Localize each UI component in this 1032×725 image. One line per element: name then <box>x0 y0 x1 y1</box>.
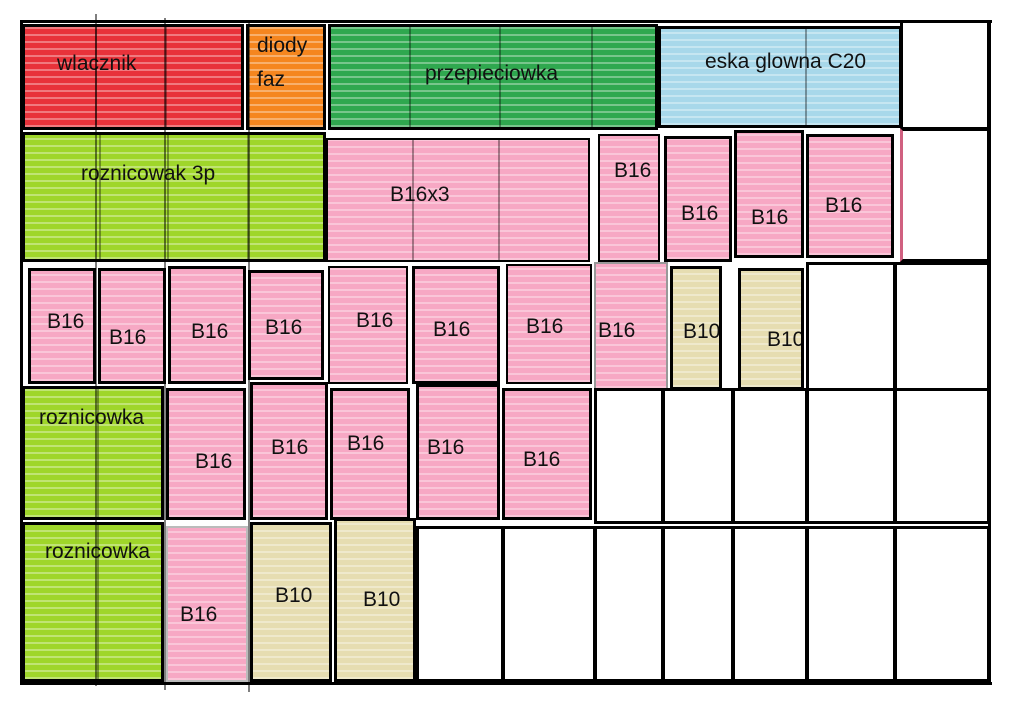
breaker-b16: B16 <box>168 266 246 384</box>
breaker-b16-label: B16 <box>681 202 719 225</box>
main-switch-module: wlacznik <box>22 24 244 130</box>
rcd-label: roznicowka <box>39 406 145 429</box>
breaker-b16: B16 <box>248 270 324 380</box>
main-breaker-module: eska glowna C20 <box>658 26 902 128</box>
empty-slot <box>894 262 990 392</box>
grid-line <box>164 18 166 690</box>
breaker-b16: B16 <box>166 526 248 682</box>
breaker-b10: B10 <box>250 522 332 682</box>
empty-slot <box>894 526 990 682</box>
rcd-module: roznicowka <box>22 522 164 682</box>
empty-slot <box>806 526 896 682</box>
breaker-b16: B16 <box>502 388 592 520</box>
empty-slot <box>662 388 734 524</box>
breaker-b16-label: B16 <box>427 436 465 459</box>
breaker-b10-label: B10 <box>363 588 401 611</box>
grid-line <box>248 20 250 692</box>
breaker-b10-label: B10 <box>767 328 804 351</box>
breaker-b16-label: B16 <box>433 318 471 341</box>
rcd-module: roznicowka <box>22 386 164 520</box>
breaker-b16: B16 <box>328 266 408 384</box>
breaker-b16: B16 <box>506 264 592 384</box>
empty-slot <box>894 388 990 524</box>
breaker-b16-label: B16 <box>191 320 229 343</box>
empty-slot <box>900 20 990 130</box>
breaker-b16-label: B16 <box>109 326 147 349</box>
breaker-b10: B10 <box>334 518 416 682</box>
breaker-b10-label: B10 <box>275 584 313 607</box>
breaker-b16-label: B16 <box>271 436 309 459</box>
grid-line <box>20 682 992 685</box>
breaker-b16x3-label: B16x3 <box>390 183 450 206</box>
breaker-b16-label: B16 <box>614 159 652 182</box>
breaker-b16: B16 <box>166 388 246 520</box>
phase-leds-label-line1: diody <box>257 34 308 57</box>
breaker-b16-label: B16 <box>526 315 564 338</box>
breaker-b16: B16 <box>734 130 804 258</box>
breaker-b16-label: B16 <box>47 310 85 333</box>
rcd-3p-label: roznicowak 3p <box>81 162 216 185</box>
rcd-label: roznicowka <box>45 540 151 563</box>
breaker-b16: B16 <box>664 136 732 262</box>
breaker-b16-label: B16 <box>265 316 303 339</box>
phase-leds-label-line2: faz <box>257 68 286 91</box>
breaker-b16: B16 <box>28 268 96 384</box>
breaker-b16: B16 <box>412 266 500 384</box>
breaker-b16-label: B16 <box>347 432 385 455</box>
empty-slot <box>900 128 990 262</box>
breaker-b10-label: B10 <box>683 320 721 343</box>
main-breaker-label: eska glowna C20 <box>705 50 867 73</box>
empty-slot <box>416 526 504 682</box>
empty-slot <box>732 526 808 682</box>
empty-slot <box>594 526 664 682</box>
empty-slot <box>806 388 896 524</box>
surge-protector-module: przepieciowka <box>328 24 658 130</box>
empty-slot <box>502 526 596 682</box>
breaker-b16-label: B16 <box>598 319 636 342</box>
breaker-b16: B16 <box>416 384 500 520</box>
breaker-b16: B16 <box>598 134 660 262</box>
breaker-b16-label: B16 <box>356 309 394 332</box>
breaker-b16-label: B16 <box>825 194 863 217</box>
empty-slot <box>662 526 734 682</box>
breaker-b16: B16 <box>98 268 166 384</box>
breaker-b16: B16 <box>594 262 668 390</box>
empty-slot <box>806 262 896 392</box>
empty-slot <box>732 388 808 524</box>
grid-line <box>988 20 991 684</box>
breaker-b16-label: B16 <box>751 206 789 229</box>
breaker-b16: B16 <box>330 388 410 520</box>
breaker-b16x3: B16x3 <box>326 138 590 262</box>
breaker-b16: B16 <box>806 134 894 258</box>
breaker-b16: B16 <box>250 382 328 520</box>
phase-leds-module: diody faz <box>246 24 326 130</box>
breaker-b16-label: B16 <box>180 603 218 626</box>
empty-slot <box>594 388 664 524</box>
grid-line <box>95 14 97 686</box>
rcd-3p-module: roznicowak 3p <box>22 132 326 262</box>
breaker-b10: B10 <box>738 268 804 390</box>
surge-protector-label: przepieciowka <box>425 62 559 85</box>
grid-line <box>20 20 23 684</box>
breaker-b10: B10 <box>670 266 722 390</box>
breaker-b16-label: B16 <box>523 448 561 471</box>
breaker-b16-label: B16 <box>195 450 233 473</box>
grid-line <box>20 20 992 23</box>
